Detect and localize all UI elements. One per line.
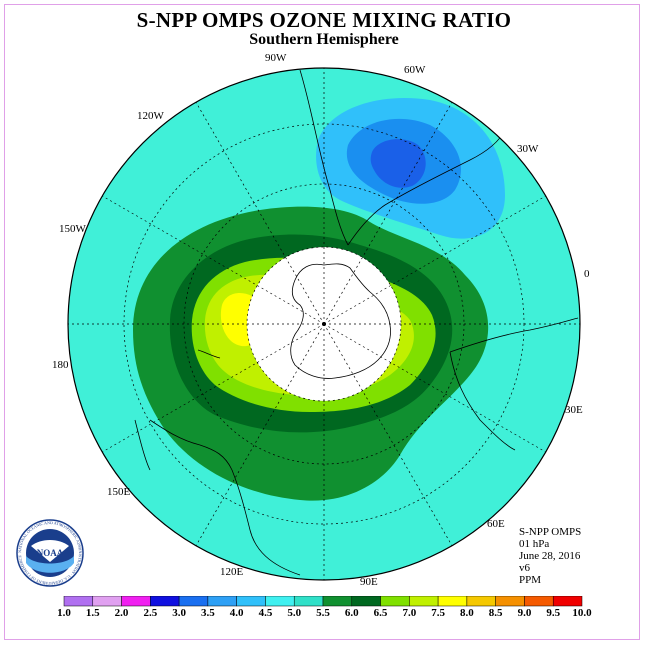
colorbar-tick-label: 2.5 [143, 607, 158, 619]
south-america-east-coast [347, 129, 506, 246]
info-date: June 28, 2016 [519, 550, 581, 562]
colorbar-swatch [524, 596, 554, 607]
colorbar-swatch [552, 596, 583, 607]
noaa-logo: NOAA NATIONAL OCEANIC AND ATMOSPHERIC AD… [16, 519, 84, 587]
colorbar-tick-label: 5.5 [316, 607, 330, 619]
colorbar-swatch [293, 596, 324, 607]
new-zealand-coast [197, 349, 221, 359]
colorbar-swatch [207, 596, 237, 607]
colorbar-swatch [409, 596, 439, 607]
south-america-west-coast [299, 69, 349, 246]
page-frame [4, 4, 640, 640]
colorbar-tick-label: 9.5 [546, 607, 561, 619]
australia-coast [149, 419, 301, 576]
colorbar-tick-label: 1.5 [85, 607, 100, 619]
colorbar [63, 596, 583, 607]
info-units: PPM [519, 574, 542, 586]
colorbar-swatch [351, 596, 381, 607]
colorbar-swatch [236, 596, 266, 607]
colorbar-swatch [265, 596, 295, 607]
map-border [67, 67, 581, 581]
coastlines [134, 69, 579, 576]
lon-label-30e: 30E [565, 404, 583, 416]
colorbar-tick-label: 8.5 [488, 607, 503, 619]
colorbar-tick-label: 7.0 [402, 607, 417, 619]
colorbar-tick-label: 6.5 [373, 607, 388, 619]
south-pole-marker [322, 322, 326, 326]
map-subtitle: Southern Hemisphere [249, 31, 399, 48]
colorbar-tick-label: 5.0 [287, 607, 302, 619]
colorbar-tick-label: 9.0 [517, 607, 532, 619]
info-level: 01 hPa [519, 538, 550, 550]
colorbar-tick-label: 10.0 [572, 607, 592, 619]
colorbar-tick-label: 4.0 [229, 607, 244, 619]
ozone-region-3-0 [370, 139, 426, 188]
lon-label-90w: 90W [265, 52, 287, 64]
svg-text:NOAA: NOAA [37, 548, 64, 558]
colorbar-swatch [322, 596, 353, 607]
africa-coast [449, 317, 579, 353]
colorbar-tick-label: 1.0 [57, 607, 71, 619]
colorbar-swatch [495, 596, 525, 607]
info-instrument: S-NPP OMPS [519, 526, 582, 538]
lon-label-0: 0 [584, 268, 590, 280]
antarctica-coast [290, 263, 391, 379]
lon-label-60w: 60W [404, 64, 426, 76]
colorbar-tick-label: 3.0 [172, 607, 186, 619]
map-title: S-NPP OMPS OZONE MIXING RATIO [136, 8, 512, 32]
info-version: v6 [519, 562, 530, 574]
colorbar-swatch [121, 596, 151, 607]
colorbar-swatch [178, 596, 209, 607]
lon-label-60e: 60E [487, 518, 505, 530]
africa-east-coast [449, 351, 516, 451]
australia-west-coast [134, 419, 151, 471]
colorbar-swatch [466, 596, 496, 607]
colorbar-tick-label: 3.5 [201, 607, 215, 619]
colorbar-tick-label: 2.0 [114, 607, 129, 619]
lon-label-120e: 120E [220, 566, 244, 578]
lon-label-90e: 90E [360, 576, 378, 588]
colorbar-swatch [380, 596, 410, 607]
lon-label-150w: 150W [59, 223, 86, 235]
colorbar-swatch [150, 596, 180, 607]
colorbar-swatch [92, 596, 122, 607]
lon-label-180: 180 [52, 359, 69, 371]
lon-label-30w: 30W [517, 143, 539, 155]
colorbar-tick-label: 4.5 [258, 607, 273, 619]
lon-label-120w: 120W [137, 110, 164, 122]
lon-label-150e: 150E [107, 486, 131, 498]
colorbar-tick-label: 6.0 [344, 607, 359, 619]
colorbar-swatch [63, 596, 94, 607]
colorbar-tick-label: 8.0 [460, 607, 474, 619]
colorbar-swatch [437, 596, 468, 607]
colorbar-tick-label: 7.5 [431, 607, 445, 619]
